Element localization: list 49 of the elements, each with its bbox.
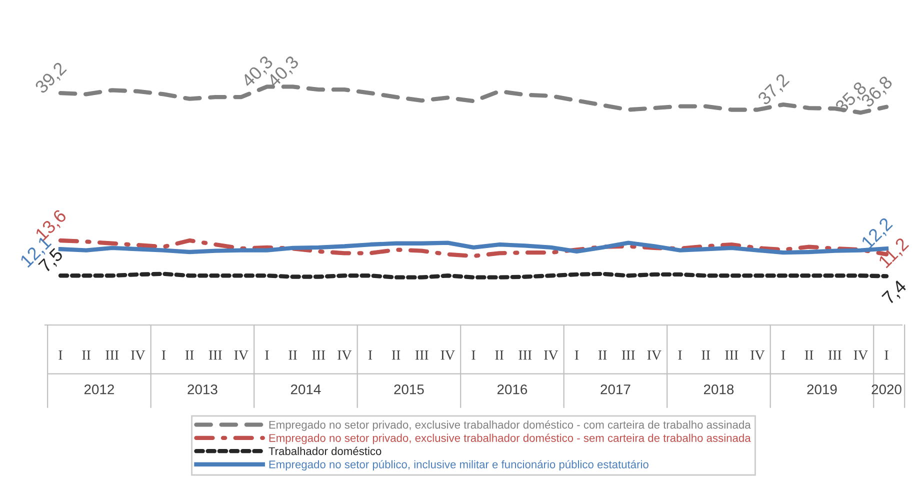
x-tick-label: I bbox=[368, 350, 372, 360]
x-tick-label: III bbox=[415, 350, 428, 360]
x-tick-label: II bbox=[185, 350, 194, 360]
text: 2013 bbox=[188, 384, 218, 394]
x-tick-label: I bbox=[678, 350, 682, 360]
x-tick-label: I bbox=[265, 350, 269, 360]
text: Empregado no setor público, inclusive militar e funcionário público estatutário bbox=[269, 460, 648, 471]
x-tick-label: II bbox=[288, 350, 297, 360]
x-tick-label: IV bbox=[544, 350, 558, 360]
x-tick-label: II bbox=[392, 350, 400, 360]
data-label: 39,2 bbox=[34, 61, 68, 96]
x-tick-label: I bbox=[162, 350, 166, 360]
text: 2016 bbox=[497, 384, 528, 394]
x-tick-label: IV bbox=[440, 350, 455, 360]
x-tick-label: IV bbox=[234, 350, 248, 360]
x-tick-label: III bbox=[106, 350, 119, 360]
x-tick-label: II bbox=[82, 350, 90, 360]
x-tick-label: II bbox=[804, 350, 814, 360]
x-tick-label: III bbox=[622, 350, 635, 360]
x-tick-label: I bbox=[472, 350, 476, 360]
text: Empregado no setor privado, exclusive trabalhador doméstico - com carteira de trabalho assinada bbox=[269, 420, 751, 431]
x-tick-label: III bbox=[518, 350, 532, 360]
x-tick-label: I bbox=[884, 350, 888, 360]
x-tick-label: I bbox=[574, 350, 579, 360]
x-tick-label: II bbox=[702, 350, 710, 360]
text: Empregado no setor privado, exclusive trabalhador doméstico - sem carteira de trabalho assinada bbox=[269, 434, 751, 444]
data-label: 37,2 bbox=[756, 72, 792, 108]
x-tick-label: III bbox=[312, 350, 326, 360]
x-tick-label: II bbox=[495, 350, 504, 360]
text: 2017 bbox=[600, 384, 630, 394]
text: 2018 bbox=[704, 384, 734, 394]
x-tick-label: III bbox=[828, 350, 842, 360]
x-tick-label: III bbox=[208, 350, 222, 360]
x-tick-label: IV bbox=[750, 350, 765, 360]
text: 2014 bbox=[290, 384, 321, 394]
x-tick-label: IV bbox=[338, 350, 352, 360]
text: 2019 bbox=[807, 384, 837, 394]
x-tick-label: IV bbox=[854, 350, 868, 360]
x-tick-label: IV bbox=[647, 350, 662, 360]
x-tick-label: II bbox=[598, 350, 607, 360]
data-label: 7,4 bbox=[882, 279, 909, 306]
x-tick-label: III bbox=[725, 350, 738, 360]
x-tick-label: I bbox=[781, 350, 786, 360]
text: 2012 bbox=[84, 384, 114, 394]
x-tick-label: IV bbox=[131, 350, 146, 360]
x-tick-label: I bbox=[58, 350, 62, 360]
text: 2020 bbox=[872, 384, 902, 394]
text: Trabalhador doméstico bbox=[268, 446, 382, 456]
text: 2015 bbox=[394, 384, 424, 394]
